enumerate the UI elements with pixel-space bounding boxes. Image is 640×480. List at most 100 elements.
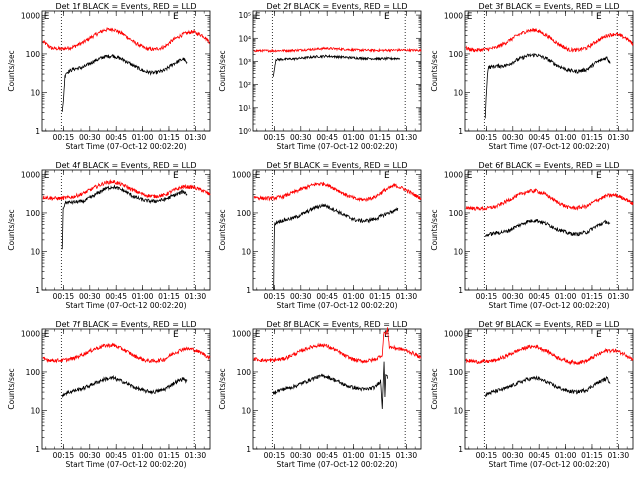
y-tick-label: 1 <box>246 286 251 295</box>
x-axis-label: Start Time (07-Oct-12 00:02:20) <box>276 301 397 310</box>
x-tick-label: 00:30 <box>290 133 312 142</box>
x-tick-label: 00:45 <box>528 133 550 142</box>
x-axis-label: Start Time (07-Oct-12 00:02:20) <box>488 142 609 151</box>
y-tick-label: 1 <box>458 127 463 136</box>
plot-frame <box>252 10 422 132</box>
series-line-red <box>253 327 422 364</box>
x-tick-label: 00:15 <box>53 292 75 301</box>
flag-marker: E <box>255 12 261 22</box>
x-tick-label: 00:30 <box>290 451 312 460</box>
panel-title: Det 9f BLACK = Events, RED = LLD <box>478 320 619 329</box>
x-tick-label: 00:15 <box>53 451 75 460</box>
panel-title: Det 8f BLACK = Events, RED = LLD <box>266 320 407 329</box>
panel-title: Det 4f BLACK = Events, RED = LLD <box>55 161 196 170</box>
x-axis-label: Start Time (07-Oct-12 00:02:20) <box>65 301 186 310</box>
y-tick-label: 100 <box>26 50 41 59</box>
y-tick-label: 10 <box>30 247 40 256</box>
y-axis-label: Counts/sec <box>430 50 439 91</box>
x-axis-label: Start Time (07-Oct-12 00:02:20) <box>488 460 609 469</box>
y-tick-label: 1000 <box>444 170 463 179</box>
plot-frame <box>464 10 634 132</box>
x-tick-label: 01:00 <box>555 451 577 460</box>
x-axis-label: Start Time (07-Oct-12 00:02:20) <box>276 142 397 151</box>
plot-frame <box>464 328 634 450</box>
y-tick-label: 100 <box>26 368 41 377</box>
x-tick-label: 01:15 <box>581 451 603 460</box>
y-tick-label: 1000 <box>444 329 463 338</box>
panel-title: Det 1f BLACK = Events, RED = LLD <box>55 2 196 11</box>
panel-3: Det 3f BLACK = Events, RED = LLD 1 10 100 10… <box>430 2 634 151</box>
panel-title: Det 6f BLACK = Events, RED = LLD <box>478 161 619 170</box>
flag-marker: E <box>467 171 473 181</box>
y-tick-label: 10 <box>241 247 251 256</box>
series-line-red <box>253 181 422 203</box>
flag-marker: E <box>467 330 473 340</box>
x-tick-label: 00:30 <box>502 292 524 301</box>
x-tick-label: 01:00 <box>343 451 365 460</box>
y-tick-label: 10 <box>30 406 40 415</box>
x-tick-label: 01:15 <box>158 133 180 142</box>
flag-marker: E <box>596 330 602 340</box>
y-tick-label: 100 <box>449 368 464 377</box>
x-tick-label: 01:30 <box>608 292 630 301</box>
x-tick-label: 01:30 <box>185 292 207 301</box>
panel-title: Det 2f BLACK = Events, RED = LLD <box>266 2 407 11</box>
panel-title: Det 5f BLACK = Events, RED = LLD <box>266 161 407 170</box>
panel-title: Det 7f BLACK = Events, RED = LLD <box>55 320 196 329</box>
flag-marker: E <box>384 12 390 22</box>
panel-2: Det 2f BLACK = Events, RED = LLD 10⁰ 10¹ 10… <box>218 2 422 151</box>
plot-frame <box>41 169 211 291</box>
flag-marker: E <box>173 171 179 181</box>
y-tick-label: 1000 <box>444 11 463 20</box>
flag-marker: E <box>44 12 50 22</box>
x-tick-label: 01:00 <box>132 451 154 460</box>
x-tick-label: 00:45 <box>528 451 550 460</box>
y-axis-label: Counts/sec <box>7 368 16 409</box>
y-tick-label: 10² <box>238 81 251 90</box>
y-tick-label: 1000 <box>21 11 40 20</box>
x-axis-label: Start Time (07-Oct-12 00:02:20) <box>65 142 186 151</box>
x-tick-label: 01:30 <box>396 451 418 460</box>
y-tick-label: 100 <box>237 209 252 218</box>
flag-marker: E <box>384 171 390 181</box>
y-tick-label: 100 <box>26 209 41 218</box>
flag-marker: E <box>255 330 261 340</box>
y-axis-label: Counts/sec <box>430 209 439 250</box>
x-tick-label: 00:15 <box>264 292 286 301</box>
series-line-red <box>465 27 634 53</box>
flag-marker: E <box>44 330 50 340</box>
x-tick-label: 01:15 <box>369 451 391 460</box>
y-axis-label: Counts/sec <box>7 50 16 91</box>
flag-marker: E <box>255 171 261 181</box>
series-line-black <box>484 219 611 237</box>
x-tick-label: 00:45 <box>528 292 550 301</box>
flag-marker: E <box>467 12 473 22</box>
x-tick-label: 00:30 <box>79 133 101 142</box>
y-tick-label: 10⁵ <box>238 11 251 20</box>
x-tick-label: 00:45 <box>316 292 338 301</box>
series-line-black <box>272 361 388 409</box>
flag-marker: E <box>173 330 179 340</box>
x-tick-label: 00:15 <box>476 133 498 142</box>
x-tick-label: 01:15 <box>369 292 391 301</box>
flag-marker: E <box>44 171 50 181</box>
y-axis-label: Counts/sec <box>218 50 227 91</box>
panel-4: Det 4f BLACK = Events, RED = LLD 1 10 100 10… <box>7 161 211 310</box>
series-line-black <box>272 54 401 77</box>
x-tick-label: 01:00 <box>132 292 154 301</box>
x-tick-label: 00:30 <box>502 451 524 460</box>
series-line-black <box>61 53 188 112</box>
plot-frame <box>41 328 211 450</box>
panel-title: Det 3f BLACK = Events, RED = LLD <box>478 2 619 11</box>
series-line-red <box>465 188 634 212</box>
x-tick-label: 01:15 <box>581 133 603 142</box>
plot-frame <box>41 10 211 132</box>
x-tick-label: 01:15 <box>369 133 391 142</box>
x-tick-label: 00:15 <box>476 451 498 460</box>
panel-1: Det 1f BLACK = Events, RED = LLD 1 10 100 10… <box>7 2 211 151</box>
y-axis-label: Counts/sec <box>430 368 439 409</box>
series-line-red <box>253 46 422 53</box>
y-tick-label: 100 <box>237 368 252 377</box>
series-line-black <box>61 374 188 399</box>
x-tick-label: 00:45 <box>105 292 127 301</box>
